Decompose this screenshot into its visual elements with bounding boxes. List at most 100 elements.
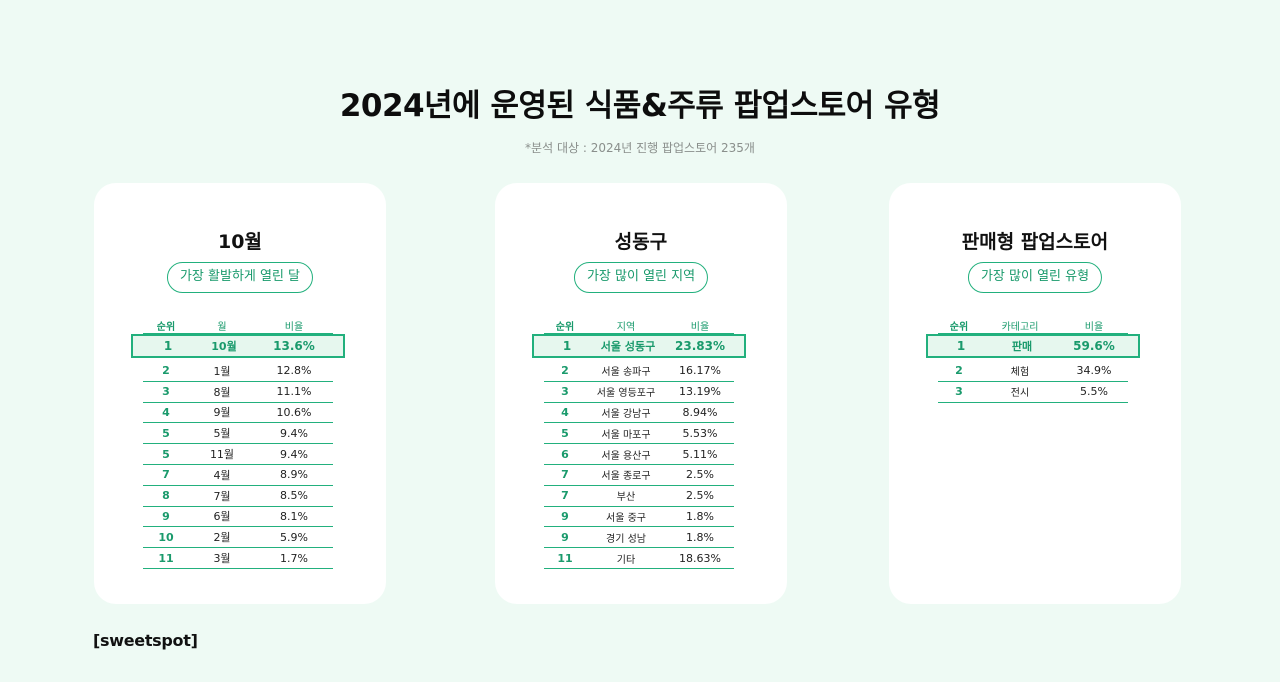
rank: 3: [162, 385, 170, 399]
rank: 1: [956, 339, 966, 353]
ratio: 5.11%: [682, 447, 718, 461]
card-month: 10월 가장 활발하게 열린 달 순위 월 비율 1 10월 13.6% 2 1월 12…: [94, 183, 386, 604]
table-row: 2 체험 34.9%: [938, 361, 1128, 382]
label: 서울 마포구: [601, 429, 651, 441]
card-tag-pill[interactable]: 가장 활발하게 열린 달: [166, 262, 314, 293]
page-title: 2024년에 운영된 식품&주류 팝업스토어 유형: [339, 88, 941, 124]
label: 1월: [213, 364, 231, 378]
page-subtitle: *분석 대상 : 2024년 진행 팝업스토어 235개: [525, 141, 755, 155]
label: 4월: [213, 468, 231, 482]
rank: 2: [955, 364, 963, 378]
rank: 5: [162, 447, 170, 461]
card-title: 10월: [218, 231, 262, 253]
table-row: 3 전시 5.5%: [938, 382, 1128, 403]
table-row: 3 8월 11.1%: [143, 382, 333, 403]
table-row: 5 서울 마포구 5.53%: [544, 423, 734, 445]
table-row-highlight: 1 판매 59.6%: [926, 334, 1140, 358]
ratio: 13.6%: [273, 339, 315, 353]
rank: 11: [158, 551, 174, 565]
table-row: 7 부산 2.5%: [544, 486, 734, 507]
label: 10월: [211, 340, 237, 353]
label: 9월: [213, 406, 231, 420]
label: 서울 성동구: [600, 340, 656, 353]
ratio: 5.53%: [682, 426, 718, 440]
label: 서울 용산구: [601, 450, 651, 462]
table-row: 4 9월 10.6%: [143, 403, 333, 424]
header-ratio: 비율: [690, 322, 710, 333]
label: 6월: [213, 510, 231, 524]
header-ratio: 비율: [284, 322, 304, 333]
card-region: 성동구 가장 많이 열린 지역 순위 지역 비율 1 서울 성동구 23.83% 2…: [495, 183, 787, 604]
rank: 8: [162, 489, 170, 503]
ratio: 2.5%: [686, 489, 714, 503]
rank: 5: [561, 426, 569, 440]
rank: 4: [561, 405, 569, 419]
sweetspot-logo: [sweetspot]: [93, 631, 198, 650]
ratio: 11.1%: [276, 385, 312, 399]
card-type: 판매형 팝업스토어 가장 많이 열린 유형 순위 카테고리 비율 1 판매 59.6…: [889, 183, 1181, 604]
header-rank: 순위: [949, 322, 969, 333]
table-row: 7 서울 종로구 2.5%: [544, 465, 734, 486]
header-ratio: 비율: [1084, 322, 1104, 333]
ratio: 16.17%: [679, 364, 721, 378]
label: 서울 영등포구: [596, 388, 656, 400]
table-row: 9 6월 8.1%: [143, 507, 333, 528]
ratio: 34.9%: [1076, 364, 1112, 378]
table-row: 3 서울 영등포구 13.19%: [544, 382, 734, 403]
rank: 3: [955, 385, 963, 399]
ratio: 8.1%: [280, 509, 308, 523]
table-row-highlight: 1 서울 성동구 23.83%: [532, 334, 746, 358]
ranking-table: 순위 지역 비율 1 서울 성동구 23.83% 2 서울 송파구 16.17% 3 서울…: [532, 318, 746, 569]
rank: 9: [561, 530, 569, 544]
ratio: 9.4%: [280, 426, 308, 440]
table-row: 8 7월 8.5%: [143, 486, 333, 507]
card-tag-pill[interactable]: 가장 많이 열린 지역: [573, 262, 709, 293]
rank: 7: [561, 468, 569, 482]
table-row: 11 기타 18.63%: [544, 548, 734, 569]
ranking-table: 순위 월 비율 1 10월 13.6% 2 1월 12.8% 3 8월 11.1% 4 9월 1…: [131, 318, 345, 569]
label: 서울 중구: [606, 512, 646, 524]
rank: 1: [562, 339, 572, 353]
table-row: 4 서울 강남구 8.94%: [544, 403, 734, 424]
label: 8월: [213, 385, 231, 399]
ratio: 8.5%: [280, 489, 308, 503]
ranking-table: 순위 카테고리 비율 1 판매 59.6% 2 체험 34.9% 3 전시 5.5%: [926, 318, 1140, 403]
rank: 4: [162, 405, 170, 419]
rank: 7: [561, 489, 569, 503]
header-rank: 순위: [156, 322, 176, 333]
card-title: 판매형 팝업스토어: [961, 231, 1109, 253]
label: 기타: [616, 554, 636, 566]
table-row: 5 11월 9.4%: [143, 444, 333, 465]
rank: 7: [162, 468, 170, 482]
ratio: 1.7%: [280, 551, 308, 565]
ratio: 13.19%: [679, 385, 721, 399]
ratio: 9.4%: [280, 447, 308, 461]
rank: 6: [561, 447, 569, 461]
ratio: 5.9%: [280, 530, 308, 544]
table-row: 6 서울 용산구 5.11%: [544, 444, 734, 465]
rank: 2: [162, 364, 170, 378]
card-tag-pill[interactable]: 가장 많이 열린 유형: [967, 262, 1103, 293]
label: 11월: [209, 448, 235, 462]
card-title: 성동구: [614, 231, 668, 253]
table-row: 11 3월 1.7%: [143, 548, 333, 569]
header-category: 카테고리: [1001, 322, 1039, 333]
ratio: 59.6%: [1073, 339, 1115, 353]
rank: 3: [561, 385, 569, 399]
label: 2월: [213, 531, 231, 545]
label: 3월: [213, 552, 231, 566]
table-row: 9 경기 성남 1.8%: [544, 527, 734, 549]
label: 7월: [213, 489, 231, 503]
label: 서울 송파구: [601, 367, 651, 379]
ratio: 8.9%: [280, 468, 308, 482]
ratio: 10.6%: [276, 405, 312, 419]
header-category: 월: [217, 322, 227, 333]
label: 서울 종로구: [601, 471, 651, 483]
table-row: 2 1월 12.8%: [143, 361, 333, 382]
rank: 9: [162, 509, 170, 523]
table-header: 순위 지역 비율: [544, 318, 734, 334]
rank: 2: [561, 364, 569, 378]
ratio: 2.5%: [686, 468, 714, 482]
rank: 9: [561, 509, 569, 523]
ratio: 12.8%: [276, 364, 312, 378]
